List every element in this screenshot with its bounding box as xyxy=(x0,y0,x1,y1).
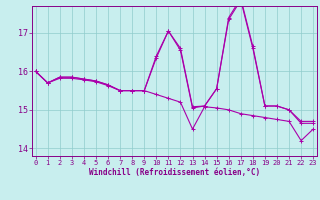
X-axis label: Windchill (Refroidissement éolien,°C): Windchill (Refroidissement éolien,°C) xyxy=(89,168,260,177)
